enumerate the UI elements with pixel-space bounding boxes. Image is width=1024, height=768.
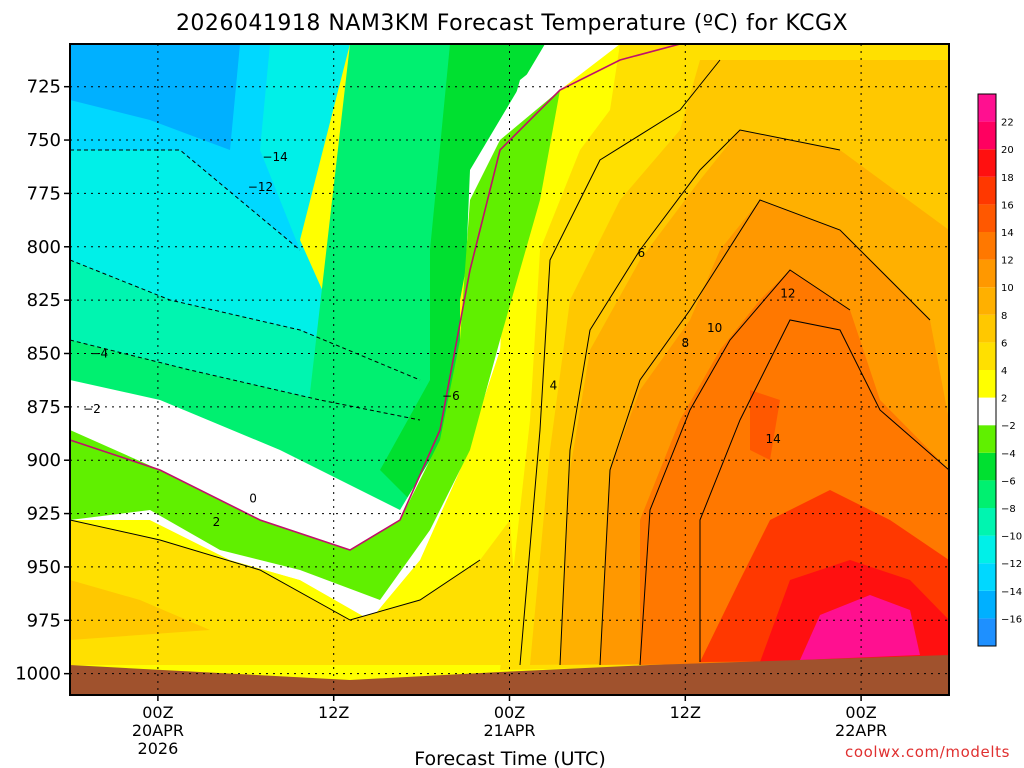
colorbar-swatch (978, 508, 996, 536)
colorbar-tick-label: −10 (1001, 532, 1022, 543)
isotherm-2 (70, 519, 481, 621)
colorbar-tick-label: −14 (1001, 587, 1022, 598)
band-minus-2 (70, 90, 560, 600)
contour-label: −4 (90, 346, 108, 360)
colorbar-tick-label: −8 (1001, 504, 1016, 515)
colorbar-tick-label: 18 (1001, 173, 1014, 184)
y-tick-label: 750 (27, 130, 61, 151)
colorbar: −16 −14 −12 −10 −8 −6 −4 −2 2 4 6 8 10 12 14 16 18 20 22 (977, 93, 1022, 647)
isotherm-8 (599, 199, 931, 666)
y-tick-label: 975 (27, 610, 61, 631)
contour-label: 14 (766, 432, 781, 446)
colorbar-tick-label: 14 (1001, 228, 1014, 239)
contour-label: 12 (780, 287, 795, 301)
colorbar-swatch (978, 370, 996, 398)
x-axis-label: Forecast Time (UTC) (414, 748, 605, 768)
colorbar-tick-label: 2 (1001, 394, 1007, 405)
x-tick-label: 00Z (845, 703, 876, 722)
isotherm-10 (639, 269, 851, 666)
colorbar-tick-label: 22 (1001, 118, 1014, 129)
colorbar-swatch (978, 121, 996, 150)
colorbar-tick-label: −4 (1001, 449, 1016, 460)
isotherm-12 (699, 319, 949, 662)
colorbar-swatch (978, 259, 996, 288)
x-tick-label: 00Z (494, 703, 525, 722)
contour-label: 0 (249, 492, 257, 506)
colorbar-tick-label: 16 (1001, 200, 1014, 211)
plot-area (70, 44, 949, 695)
x-tick-label: 12Z (670, 703, 701, 722)
colorbar-tick-label: 6 (1001, 338, 1007, 349)
band-plus-14-pocket (750, 390, 780, 460)
colorbar-swatch (978, 204, 996, 232)
x-tick-label: 2026 (138, 739, 179, 758)
contour-label: 8 (681, 336, 689, 350)
y-tick-label: 875 (27, 397, 61, 418)
band-minus-14 (70, 44, 240, 150)
colorbar-tick-label: 10 (1001, 283, 1014, 294)
colorbar-tick-label: 4 (1001, 366, 1007, 377)
band-minus-6-upper (300, 44, 550, 510)
band-plus-6-lower (70, 580, 210, 640)
credit-text: coolwx.com/modelts (845, 743, 1010, 761)
y-tick-label: 775 (27, 183, 61, 204)
band-plus-20 (800, 595, 920, 660)
chart-title: 2026041918 NAM3KM Forecast Temperature (… (176, 11, 848, 36)
contour-label: 2 (213, 515, 221, 529)
colorbar-swatch (978, 425, 996, 453)
colorbar-swatch (978, 149, 996, 177)
contour-label: 4 (550, 379, 558, 393)
colorbar-swatch (978, 397, 996, 426)
y-axis: 725 750 775 800 825 850 875 900 925 950 975 1000 (15, 77, 70, 685)
contour-label: 10 (707, 321, 722, 335)
contour-labels: −14 −12 −6 −4 −2 0 2 4 6 8 10 12 14 (83, 150, 795, 529)
colorbar-tick-label: −16 (1001, 614, 1022, 625)
colorbar-swatch (978, 94, 996, 122)
x-tick-label: 20APR (132, 721, 184, 740)
isotherm-minus-12 (70, 149, 301, 251)
colorbar-tick-label: 20 (1001, 145, 1014, 156)
x-tick-label: 22APR (835, 721, 887, 740)
colorbar-swatch (978, 590, 996, 619)
y-tick-label: 925 (27, 504, 61, 525)
colorbar-frame (977, 93, 997, 647)
colorbar-swatch (978, 314, 996, 343)
y-tick-label: 900 (27, 450, 61, 471)
colorbar-tick-label: 8 (1001, 311, 1007, 322)
y-tick-label: 825 (27, 290, 61, 311)
y-tick-label: 1000 (15, 664, 61, 685)
colorbar-tick-label: −6 (1001, 476, 1016, 487)
colorbar-tick-label: −12 (1001, 559, 1022, 570)
contour-label: −2 (83, 402, 101, 416)
colorbar-tick-label: 12 (1001, 256, 1014, 267)
colorbar-swatch (978, 342, 996, 370)
colorbar-swatch (978, 287, 996, 315)
y-tick-label: 850 (27, 343, 61, 364)
colorbar-swatch (978, 176, 996, 205)
y-tick-label: 950 (27, 557, 61, 578)
contour-label: −12 (248, 180, 273, 194)
colorbar-swatch (978, 480, 996, 508)
contour-label: 6 (638, 246, 646, 260)
isotherm-6 (559, 129, 841, 666)
y-tick-label: 725 (27, 77, 61, 98)
x-tick-label: 00Z (142, 703, 173, 722)
colorbar-swatch (978, 452, 996, 481)
y-tick-label: 800 (27, 237, 61, 258)
colorbar-swatch (978, 563, 996, 591)
colorbar-swatch (978, 535, 996, 564)
colorbar-swatch (978, 232, 996, 260)
contour-label: −14 (262, 150, 287, 164)
colorbar-tick-label: −2 (1001, 421, 1016, 432)
isotherm-4 (519, 59, 721, 666)
x-tick-label: 21APR (483, 721, 535, 740)
isotherm-minus-6 (70, 339, 421, 421)
zero-isotherm (70, 44, 681, 551)
colorbar-swatch (978, 618, 996, 646)
x-tick-label: 12Z (318, 703, 349, 722)
contour-label: −6 (442, 389, 460, 403)
